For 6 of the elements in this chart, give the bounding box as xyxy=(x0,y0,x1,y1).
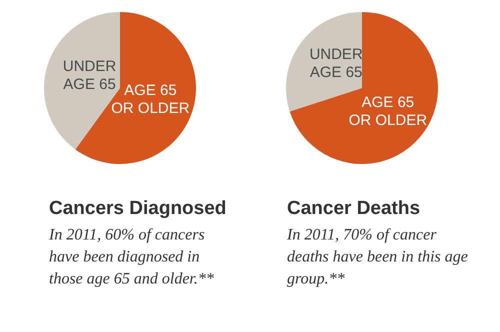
slice-label: UNDER AGE 65 xyxy=(309,46,363,82)
text: In 2011, 60% of cancers have been diagnosed in those age 65 and older.** xyxy=(48,226,214,288)
slice-label: AGE 65 OR OLDER xyxy=(348,94,428,130)
text: In 2011, 70% of cancer deaths have been in this age group.** xyxy=(286,226,472,288)
text: Cancers Diagnosed xyxy=(49,198,226,219)
text: Cancer Deaths xyxy=(287,198,420,219)
